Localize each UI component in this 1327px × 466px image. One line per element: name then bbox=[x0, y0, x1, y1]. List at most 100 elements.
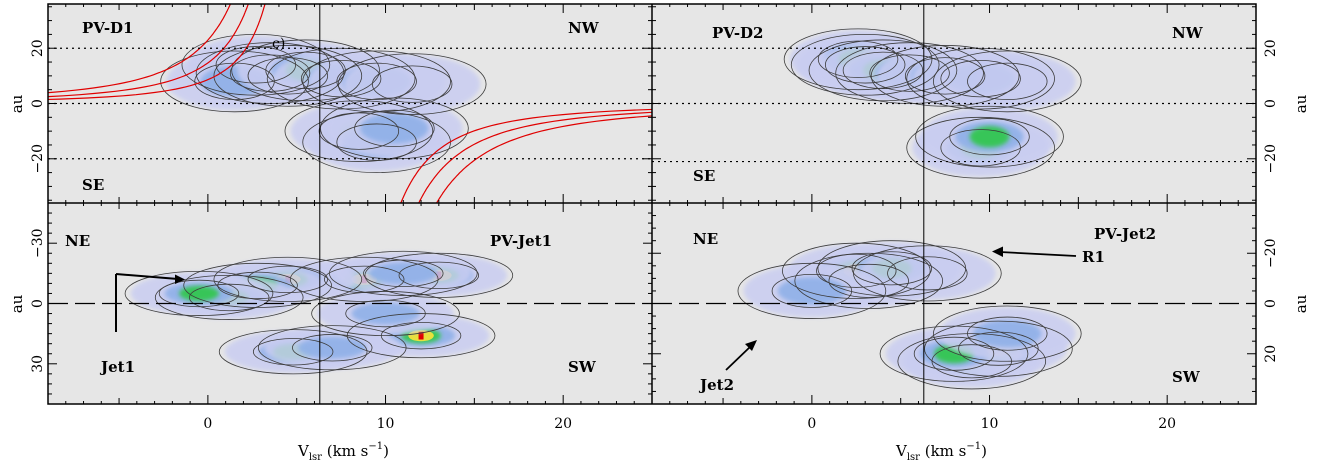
contour-inner bbox=[869, 54, 950, 92]
y-tick-label: 0 bbox=[1263, 99, 1279, 108]
contour-outer bbox=[924, 320, 1073, 377]
annotation-jet2: Jet2 bbox=[698, 376, 734, 394]
direction-label-nw: NW bbox=[568, 19, 600, 37]
contour-inner bbox=[842, 51, 924, 89]
emission-layer bbox=[48, 4, 652, 203]
contour-outer bbox=[906, 47, 1055, 110]
emission-mid bbox=[351, 302, 420, 325]
y-tick-label: −20 bbox=[1263, 238, 1279, 268]
contour-inner bbox=[292, 334, 373, 362]
contour-outer bbox=[915, 105, 1064, 168]
contour-outer bbox=[124, 270, 274, 316]
contour-outer bbox=[835, 42, 984, 104]
contour-outer bbox=[266, 47, 416, 110]
contour-outer bbox=[932, 305, 1082, 362]
contour-outer bbox=[781, 242, 931, 299]
contour-outer bbox=[932, 50, 1082, 113]
contour-inner bbox=[252, 338, 334, 366]
x-axis-label-left: Vlsr (km s−1) bbox=[297, 441, 389, 463]
contour-outer bbox=[783, 28, 933, 91]
x-axis-label-right: Vlsr (km s−1) bbox=[895, 441, 987, 463]
emission-layer bbox=[652, 4, 1256, 203]
contour-outer bbox=[257, 325, 407, 371]
ticks bbox=[47, 202, 653, 405]
panel-title: PV-D2 bbox=[712, 24, 764, 42]
jet2-arrow bbox=[725, 340, 757, 371]
panel-pv-d2: PV-D2 NW SE −20 0 20 au bbox=[651, 4, 1310, 203]
emission-blobs bbox=[743, 242, 1076, 388]
direction-label-sw: SW bbox=[568, 358, 597, 376]
panel-frames bbox=[47, 3, 1257, 405]
contours bbox=[124, 250, 514, 375]
contour-inner bbox=[354, 109, 435, 148]
y-tick-label: 0 bbox=[30, 99, 46, 108]
contour-outer bbox=[213, 45, 363, 107]
contour-outer bbox=[337, 53, 487, 115]
emission-max bbox=[418, 331, 424, 340]
reference-lines bbox=[652, 203, 1256, 404]
contours bbox=[737, 240, 1082, 390]
direction-label-nw: NW bbox=[1172, 24, 1204, 42]
contour-outer bbox=[154, 274, 304, 320]
contour-inner bbox=[816, 253, 897, 288]
y-tick-label: 30 bbox=[30, 355, 46, 373]
emission-layer bbox=[48, 203, 652, 404]
contour-inner bbox=[336, 62, 417, 101]
contour-outer bbox=[289, 256, 439, 302]
emission-mid bbox=[777, 277, 846, 305]
contour-outer bbox=[284, 100, 434, 162]
contour-outer bbox=[218, 329, 368, 375]
contour-inner bbox=[345, 299, 426, 328]
jet1-arrow bbox=[115, 273, 185, 332]
y-tick-label: 0 bbox=[1263, 299, 1279, 308]
contour-outer bbox=[897, 333, 1047, 390]
keplerian-curve bbox=[435, 115, 652, 203]
y-tick-label: −30 bbox=[30, 228, 46, 258]
r1-arrow bbox=[992, 246, 1077, 257]
annotation-r1: R1 bbox=[1082, 248, 1105, 266]
contour-inner bbox=[247, 265, 329, 294]
y-tick-label: 0 bbox=[30, 299, 46, 308]
emission-halo bbox=[859, 247, 996, 300]
contour-outer bbox=[737, 262, 887, 319]
y-tick-label: −20 bbox=[30, 144, 46, 174]
contour-outer bbox=[790, 34, 940, 96]
contour-inner bbox=[158, 279, 240, 308]
contour-outer bbox=[906, 116, 1055, 179]
contour-inner bbox=[887, 256, 968, 291]
contour-inner bbox=[217, 271, 298, 300]
contour-inner bbox=[828, 263, 909, 298]
contour-inner bbox=[967, 316, 1048, 351]
keplerian-curve bbox=[48, 4, 266, 101]
x-tick-label: 10 bbox=[377, 416, 395, 432]
contours bbox=[783, 28, 1082, 179]
contour-outer bbox=[364, 252, 514, 298]
emission-layer bbox=[652, 203, 1256, 404]
direction-label-sw: SW bbox=[1172, 368, 1201, 386]
emission-mid bbox=[369, 262, 438, 285]
contour-outer bbox=[879, 325, 1029, 382]
panel-pv-jet2: NE PV-Jet2 SW Jet2 R1 20 0 −20 au bbox=[651, 202, 1310, 405]
direction-label-ne: NE bbox=[65, 232, 90, 250]
contour-inner bbox=[398, 261, 480, 290]
reference-lines bbox=[48, 4, 652, 203]
keplerian-curve bbox=[400, 108, 652, 203]
annotation-c: c) bbox=[272, 36, 285, 52]
panel-pv-jet1: NE PV-Jet1 SW Jet1 30 0 −30 au bbox=[8, 202, 653, 405]
reference-lines bbox=[652, 4, 1256, 203]
x-tick-label: 10 bbox=[981, 416, 999, 432]
fit-curves bbox=[48, 4, 652, 203]
contour-inner bbox=[189, 283, 270, 312]
y-tick-label: 20 bbox=[1263, 39, 1279, 57]
y-tick-label: −20 bbox=[1263, 144, 1279, 174]
annotation-jet1: Jet1 bbox=[99, 358, 135, 376]
contour-inner bbox=[958, 331, 1039, 366]
contour-inner bbox=[300, 59, 382, 98]
x-tick-label: 20 bbox=[1158, 416, 1176, 432]
keplerian-curve bbox=[48, 4, 232, 94]
contour-inner bbox=[824, 46, 906, 84]
contour-outer bbox=[160, 50, 309, 113]
direction-label-se: SE bbox=[82, 176, 104, 194]
emission-mid bbox=[298, 336, 367, 359]
